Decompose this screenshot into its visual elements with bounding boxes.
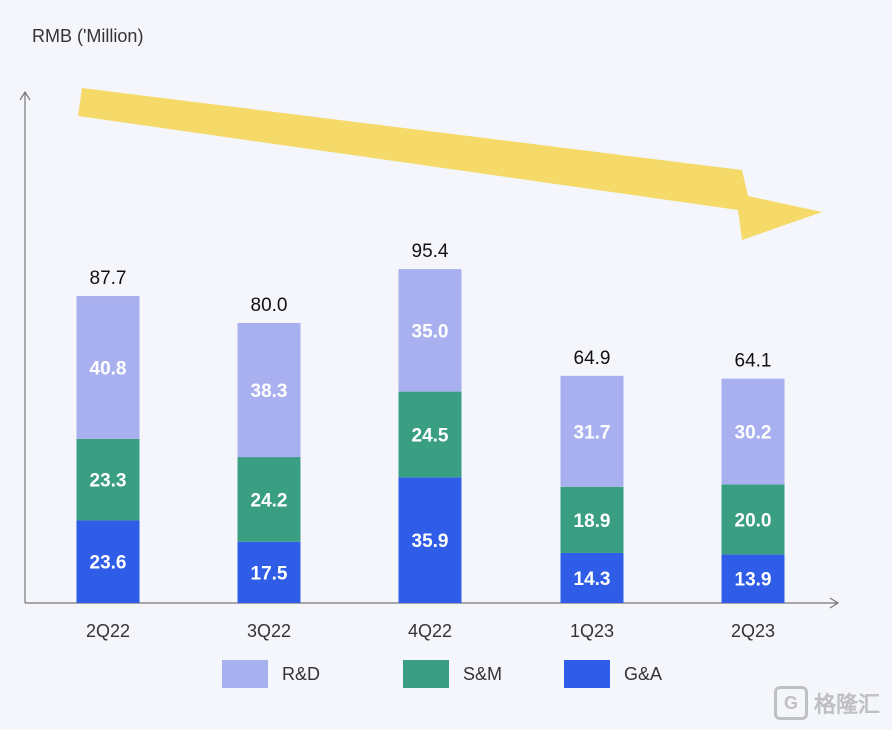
- data-label-ga-2Q23: 13.9: [735, 570, 772, 591]
- bar-ga-2Q23: [721, 554, 785, 603]
- data-label-rd-3Q22: 38.3: [251, 381, 288, 402]
- x-tick-label-2Q22: 2Q22: [86, 621, 130, 641]
- data-label-sm-4Q22: 24.5: [412, 425, 449, 446]
- data-label-ga-3Q22: 17.5: [251, 563, 288, 584]
- total-label-4Q22: 95.4: [412, 241, 449, 262]
- x-axis-arrowhead: [829, 597, 840, 609]
- data-label-sm-2Q22: 23.3: [90, 471, 127, 492]
- bar-ga-2Q22: [76, 520, 140, 603]
- bar-sm-1Q23: [560, 486, 624, 553]
- x-tick-label-2Q23: 2Q23: [731, 621, 775, 641]
- data-label-ga-1Q23: 14.3: [574, 569, 611, 590]
- x-tick-label-3Q22: 3Q22: [247, 621, 291, 641]
- bar-sm-3Q22: [237, 457, 301, 542]
- legend-label-ga: G&A: [624, 663, 663, 684]
- bar-sm-2Q22: [76, 438, 140, 521]
- bar-rd-2Q23: [721, 378, 785, 485]
- watermark: G 格隆汇: [773, 686, 880, 720]
- bar-sm-2Q23: [721, 484, 785, 555]
- bar-rd-2Q22: [76, 296, 140, 439]
- data-label-sm-1Q23: 18.9: [574, 511, 611, 532]
- y-axis-arrowhead: [19, 90, 31, 101]
- data-label-sm-2Q23: 20.0: [735, 510, 772, 531]
- bar-sm-4Q22: [398, 391, 462, 478]
- legend-label-rd: R&D: [282, 663, 321, 684]
- data-label-rd-4Q22: 35.0: [412, 321, 449, 342]
- y-axis-unit-label: RMB ('Million): [32, 26, 144, 46]
- data-label-sm-3Q22: 24.2: [251, 490, 288, 511]
- legend-swatch-rd: [222, 660, 268, 688]
- bar-rd-1Q23: [560, 375, 624, 487]
- bar-ga-1Q23: [560, 552, 624, 603]
- legend-label-sm: S&M: [463, 663, 503, 684]
- legend: R&D S&M G&A: [0, 660, 892, 690]
- bar-ga-3Q22: [237, 541, 301, 603]
- total-label-2Q22: 87.7: [90, 268, 127, 289]
- x-tick-label-1Q23: 1Q23: [570, 621, 614, 641]
- legend-swatch-ga: [564, 660, 610, 688]
- legend-item-sm: S&M: [403, 660, 502, 688]
- data-label-rd-1Q23: 31.7: [574, 422, 611, 443]
- data-label-rd-2Q23: 30.2: [735, 423, 772, 444]
- legend-item-rd: R&D: [222, 660, 320, 688]
- bar-rd-3Q22: [237, 323, 301, 458]
- data-label-rd-2Q22: 40.8: [90, 358, 127, 379]
- legend-item-ga: G&A: [564, 660, 662, 688]
- bar-rd-4Q22: [398, 269, 462, 392]
- data-label-ga-2Q22: 23.6: [90, 553, 127, 574]
- trend-arrow: [78, 88, 822, 240]
- x-tick-label-4Q22: 4Q22: [408, 621, 452, 641]
- watermark-text: 格隆汇: [813, 692, 880, 717]
- total-label-3Q22: 80.0: [251, 295, 288, 316]
- total-label-1Q23: 64.9: [574, 348, 611, 369]
- total-label-2Q23: 64.1: [735, 351, 772, 372]
- watermark-logo-icon: G: [773, 686, 808, 720]
- legend-swatch-sm: [403, 660, 449, 688]
- bar-ga-4Q22: [398, 477, 462, 603]
- data-label-ga-4Q22: 35.9: [412, 531, 449, 552]
